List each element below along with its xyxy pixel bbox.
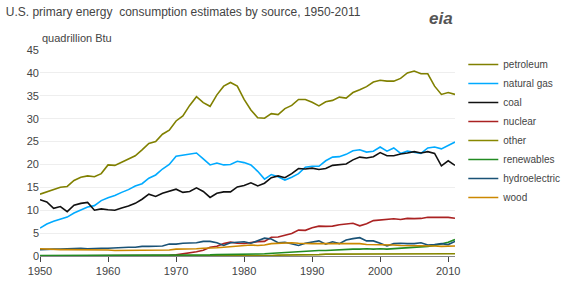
- svg-text:40: 40: [27, 67, 39, 79]
- svg-text:petroleum: petroleum: [503, 59, 547, 70]
- svg-text:2010: 2010: [436, 265, 460, 277]
- svg-text:eia: eia: [429, 9, 453, 28]
- svg-text:wood: wood: [502, 192, 527, 203]
- svg-text:0: 0: [33, 250, 39, 262]
- svg-text:15: 15: [27, 181, 39, 193]
- svg-text:1950: 1950: [28, 265, 52, 277]
- svg-text:25: 25: [27, 135, 39, 147]
- svg-text:coal: coal: [503, 97, 521, 108]
- svg-text:U.S. primary energy consumpti: U.S. primary energy consumption estimate…: [6, 5, 361, 19]
- svg-text:1990: 1990: [300, 265, 324, 277]
- svg-text:45: 45: [27, 44, 39, 56]
- svg-text:nuclear: nuclear: [503, 116, 536, 127]
- svg-text:hydroelectric: hydroelectric: [503, 173, 560, 184]
- svg-text:renewables: renewables: [503, 154, 554, 165]
- svg-text:1970: 1970: [164, 265, 188, 277]
- svg-text:1980: 1980: [232, 265, 256, 277]
- svg-text:10: 10: [27, 204, 39, 216]
- svg-text:30: 30: [27, 113, 39, 125]
- svg-text:2000: 2000: [368, 265, 392, 277]
- svg-text:5: 5: [33, 227, 39, 239]
- svg-text:quadrillion Btu: quadrillion Btu: [42, 32, 112, 44]
- svg-text:natural gas: natural gas: [503, 78, 552, 89]
- svg-text:20: 20: [27, 158, 39, 170]
- svg-text:other: other: [503, 135, 526, 146]
- svg-text:1960: 1960: [96, 265, 120, 277]
- svg-text:35: 35: [27, 90, 39, 102]
